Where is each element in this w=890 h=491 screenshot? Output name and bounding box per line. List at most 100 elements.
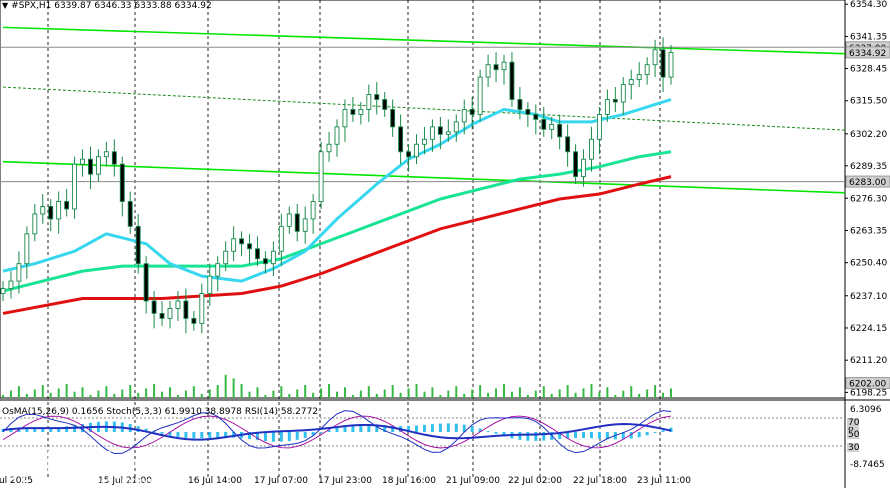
candle-body — [207, 275, 213, 294]
volume-bar — [200, 393, 203, 398]
candle-body — [501, 61, 507, 71]
volume-bar — [534, 390, 537, 398]
osma-bar — [566, 432, 570, 439]
candle-body — [636, 74, 642, 81]
x-tick-label: 17 Jul 07:00 — [254, 476, 308, 486]
x-tick-label: 22 Jul 02:00 — [508, 476, 562, 486]
osma-bar — [470, 426, 474, 432]
candle-body — [111, 151, 117, 165]
volume-bar — [598, 391, 601, 398]
volume-bar — [2, 395, 4, 398]
osma-bar — [446, 423, 450, 432]
osma-bar — [351, 424, 355, 432]
volume-bar — [248, 391, 251, 398]
volume-bar — [145, 388, 148, 398]
volume-bar — [113, 393, 116, 398]
candle-body — [24, 233, 30, 265]
price-label-box — [845, 46, 890, 59]
candle-body — [604, 99, 610, 115]
candle-body — [628, 79, 634, 86]
candle-body — [199, 293, 205, 324]
volume-bar — [351, 395, 354, 398]
ma-slow-line — [2, 175, 672, 315]
y-tick-label: 6354.30 — [850, 0, 887, 10]
volume-bar — [232, 378, 235, 398]
candle-body — [573, 151, 579, 178]
osma-bar — [430, 424, 434, 432]
candle-body — [103, 151, 109, 158]
volume-bar — [328, 384, 331, 398]
candle-body — [382, 99, 388, 110]
volume-bar — [73, 391, 76, 398]
candle-body — [493, 64, 499, 71]
volume-bar — [137, 392, 140, 398]
y-tick-label: 6263.35 — [850, 226, 887, 236]
volume-bar — [606, 387, 609, 398]
y-tick-label: 6302.20 — [850, 130, 887, 140]
candle-body — [366, 94, 372, 110]
candle-body — [247, 243, 252, 250]
candle-body — [151, 300, 157, 314]
volume-bar — [280, 386, 283, 398]
candle-body — [589, 138, 594, 160]
osma-bar — [391, 425, 395, 432]
channel-middle-line — [2, 86, 846, 131]
candle-body — [175, 300, 181, 309]
volume-bar — [169, 387, 171, 398]
osma-bar — [502, 432, 506, 437]
osma-bar — [542, 432, 546, 441]
price-plot-frame — [0, 0, 846, 399]
volume-bar — [630, 386, 633, 398]
volume-bar — [383, 389, 386, 398]
candle-body — [358, 108, 364, 115]
volume-bar — [216, 385, 219, 398]
candle-body — [223, 250, 229, 265]
osma-bar — [359, 424, 363, 432]
x-tick-label: 22 Jul 18:00 — [573, 476, 627, 486]
candle-body — [334, 126, 340, 145]
osma-bar — [144, 428, 148, 432]
candle-body — [64, 201, 70, 210]
indicator-tick-label: 30 — [848, 443, 860, 453]
candle-body — [231, 238, 237, 252]
candle-body — [326, 143, 332, 153]
osma-bar — [271, 432, 275, 442]
volume-bar — [391, 385, 394, 398]
y-tick-label: 6289.35 — [850, 162, 887, 172]
candle-body — [48, 206, 54, 220]
osma-bar — [629, 432, 633, 439]
volume-bar — [431, 387, 434, 398]
volume-bar — [550, 393, 553, 398]
osma-bar — [645, 432, 649, 436]
candle-body — [350, 108, 356, 115]
logo-tagline: Instant Forex Trading — [48, 476, 152, 488]
volume-bar — [359, 390, 362, 398]
volume-bar — [33, 389, 36, 398]
osma-bar — [279, 432, 283, 442]
candle-body — [342, 108, 348, 128]
volume-bar — [161, 391, 164, 398]
volume-bar — [423, 391, 426, 398]
candle-body — [239, 238, 245, 245]
collapse-triangle-icon[interactable]: ▼ — [2, 1, 9, 10]
osma-bar — [375, 424, 379, 432]
indicator-info: OsMA(15,26,9) 0.1656 Stoch(5,3,3) 61.9910… — [2, 407, 321, 417]
osma-bar — [311, 432, 315, 436]
volume-bar — [415, 384, 418, 398]
volume-bar — [312, 392, 315, 398]
osma-bar — [486, 431, 490, 433]
volume-bar — [97, 390, 100, 398]
volume-bar — [670, 388, 672, 398]
indicator-tick-label: 50 — [848, 430, 860, 440]
osma-bar — [534, 432, 538, 441]
osma-bar — [462, 424, 466, 432]
stoch-main-line — [2, 410, 672, 455]
candle-body — [477, 76, 483, 115]
candle-body — [469, 108, 475, 115]
volume-bar — [487, 392, 490, 398]
osma-bar — [478, 428, 482, 432]
osma-bar — [319, 432, 323, 433]
volume-bar — [479, 385, 482, 398]
